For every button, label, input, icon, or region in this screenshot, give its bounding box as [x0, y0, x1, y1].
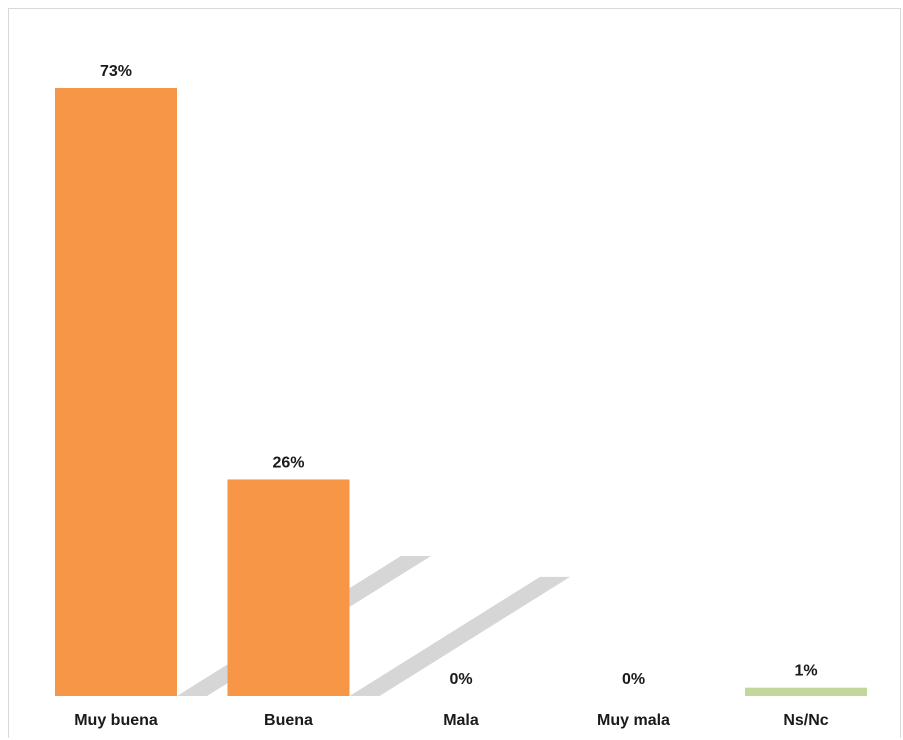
bar-group: [55, 88, 867, 696]
value-label: 0%: [622, 671, 645, 688]
category-label: Buena: [264, 712, 313, 729]
bar-shadow: [349, 576, 571, 696]
category-label: Ns/Nc: [783, 712, 828, 729]
bar-muy-buena: [55, 88, 177, 696]
category-label: Muy buena: [74, 712, 158, 729]
value-label: 73%: [100, 63, 132, 80]
value-label: 1%: [794, 663, 817, 680]
value-label: 26%: [272, 454, 304, 471]
bar-buena: [227, 479, 350, 696]
chart-frame: [8, 8, 901, 738]
bar-ns-nc: [745, 687, 867, 696]
category-label: Muy mala: [597, 712, 670, 729]
category-label: Mala: [443, 712, 479, 729]
category-labels: Muy buena Buena Mala Muy mala Ns/Nc: [74, 712, 829, 729]
value-label: 0%: [449, 671, 472, 688]
value-labels: 73% 26% 0% 0% 1%: [100, 63, 818, 688]
